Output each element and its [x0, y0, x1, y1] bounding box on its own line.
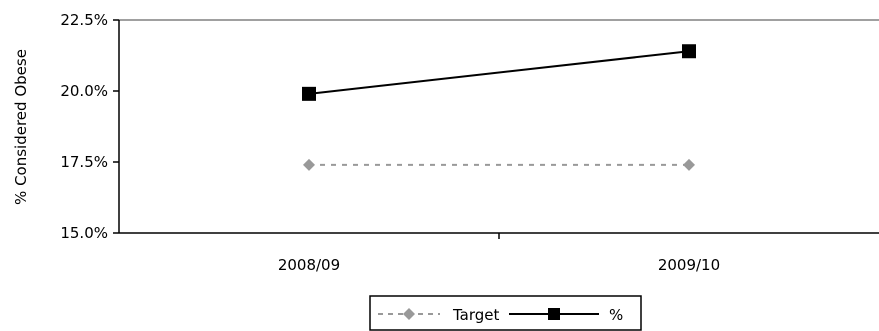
- legend: Target %: [369, 295, 642, 331]
- legend-target-label: Target: [452, 306, 500, 324]
- series-layer: [302, 44, 696, 171]
- x-tick-label: 2009/10: [658, 256, 720, 274]
- y-axis-title: % Considered Obese: [12, 49, 30, 205]
- target-point: [683, 158, 695, 171]
- legend-pct-marker: [548, 308, 560, 320]
- x-ticks: 2008/09 2009/10: [278, 233, 720, 274]
- legend-pct-label: %: [609, 306, 623, 324]
- percent-point: [682, 44, 696, 59]
- y-tick-label: 15.0%: [60, 224, 108, 242]
- y-tick-label: 17.5%: [60, 153, 108, 171]
- y-tick-label: 20.0%: [60, 82, 108, 100]
- legend-target-marker: [403, 308, 415, 320]
- target-point: [303, 158, 315, 171]
- y-ticks: 15.0% 17.5% 20.0% 22.5%: [60, 11, 119, 242]
- y-tick-label: 22.5%: [60, 11, 108, 29]
- percent-point: [302, 86, 316, 101]
- x-tick-label: 2008/09: [278, 256, 340, 274]
- series-line-percent: [308, 50, 690, 95]
